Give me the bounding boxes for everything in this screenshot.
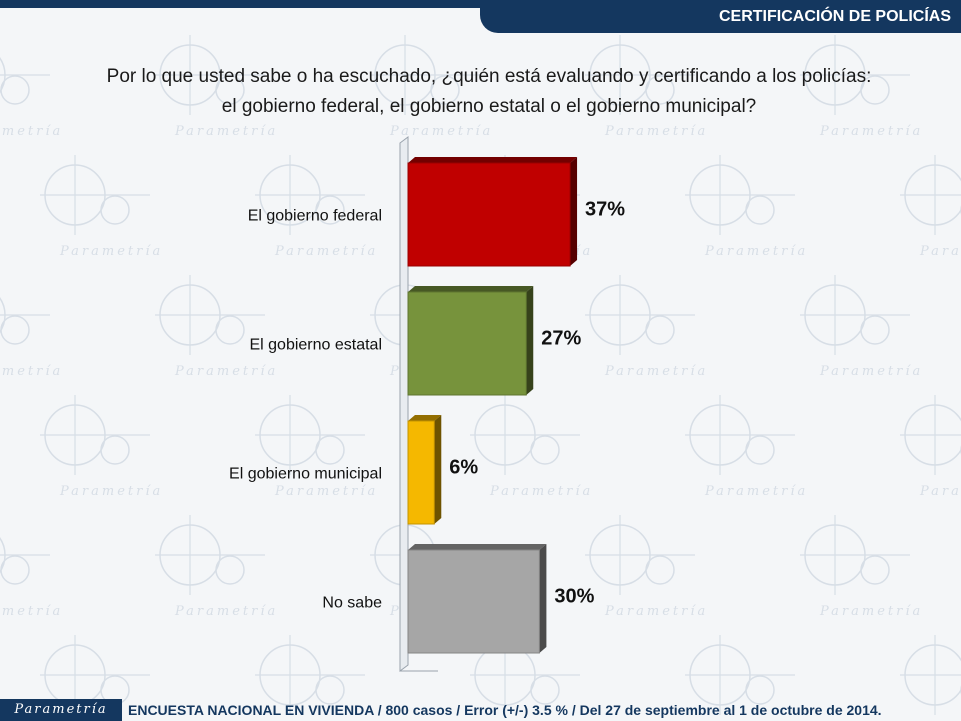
watermark-text: Parametría [704, 484, 808, 499]
watermark-text: Parametría [174, 364, 278, 379]
bar-top [408, 286, 534, 292]
bar-side [434, 415, 442, 524]
watermark-text: Parametría [0, 364, 63, 379]
value-label: 37% [585, 199, 625, 221]
bar-side [526, 286, 534, 395]
watermark-text: Parametría [819, 364, 923, 379]
question-line-1: Por lo que usted sabe o ha escuchado, ¿q… [106, 66, 872, 87]
watermark-tile: Parametría [685, 395, 808, 499]
bar-top [408, 544, 547, 550]
watermark-tile: Parametría [255, 155, 378, 259]
watermark-tile: Parametría [800, 35, 923, 139]
watermark-tile: Parametría [585, 275, 708, 379]
watermark-tile: Parametría [0, 537, 63, 619]
footer: Parametría ENCUESTA NACIONAL EN VIVIENDA… [0, 699, 961, 721]
watermark-tile: Parametría [370, 35, 493, 139]
watermark-tile: Parametría [585, 515, 708, 619]
watermark-text: Parametría [819, 604, 923, 619]
watermark-text: Parametría [819, 124, 923, 139]
watermark-text: Parametría [489, 484, 593, 499]
header-tab: CERTIFICACIÓN DE POLICÍAS [480, 0, 961, 33]
chart-axis [399, 136, 438, 672]
watermark-tile: Parametría [900, 395, 961, 499]
watermark-text: Parametría [274, 484, 378, 499]
bar-face [407, 291, 527, 396]
watermark-tile: Parametría [155, 275, 278, 379]
bar-face [407, 549, 540, 654]
value-label: 27% [541, 328, 581, 350]
watermark-text: Parametría [0, 604, 63, 619]
bar-top [408, 157, 578, 163]
watermark-text: Parametría [274, 244, 378, 259]
watermark-text: Parametría [604, 364, 708, 379]
watermark-tile: Parametría [470, 395, 593, 499]
bar [407, 415, 442, 525]
watermark-tile: Parametría [585, 35, 708, 139]
category-label: No sabe [322, 595, 382, 612]
bar-top [408, 415, 442, 421]
watermark-tile: Parametría [155, 35, 278, 139]
bar [407, 157, 578, 267]
watermark-text: Parametría [0, 124, 63, 139]
watermark-tile: Parametría [685, 635, 795, 715]
question-line-2: el gobierno federal, el gobierno estatal… [221, 96, 757, 117]
category-label: El gobierno municipal [229, 466, 382, 483]
value-label: 30% [554, 586, 594, 608]
bar-side [570, 157, 578, 266]
watermark-text: Parametría [389, 124, 493, 139]
question-text: Por lo que usted sabe o ha escuchado, ¿q… [60, 62, 918, 122]
watermark-tile: Parametría [900, 635, 961, 715]
bar [407, 286, 534, 396]
watermark-tile: Parametría [255, 635, 365, 715]
watermark-tile: Parametría [685, 155, 808, 259]
watermark-text: Parametría [919, 484, 961, 499]
watermark-text: Parametría [174, 124, 278, 139]
watermark-tile: Parametría [40, 395, 163, 499]
watermark-tile: Parametría [0, 297, 63, 379]
bar [407, 544, 547, 654]
bar-face [407, 162, 571, 267]
watermark-tile: Parametría [900, 155, 961, 259]
watermark-text: Parametría [59, 244, 163, 259]
watermark-tile: Parametría [800, 515, 923, 619]
page-title: CERTIFICACIÓN DE POLICÍAS [718, 7, 951, 25]
watermark-tile: Parametría [255, 395, 378, 499]
category-label: El gobierno estatal [249, 337, 382, 354]
value-label: 6% [449, 457, 478, 479]
parametria-logo: Parametría [0, 699, 122, 721]
watermark-text: Parametría [174, 604, 278, 619]
bar-face [407, 420, 435, 525]
watermark-tile: Parametría [800, 275, 923, 379]
watermark-text: Parametría [59, 484, 163, 499]
watermark-tile: Parametría [155, 515, 278, 619]
watermark-text: Parametría [704, 244, 808, 259]
category-label: El gobierno federal [248, 208, 382, 225]
watermark-tile: Parametría [40, 155, 163, 259]
survey-note: ENCUESTA NACIONAL EN VIVIENDA / 800 caso… [128, 702, 882, 718]
bar-side [539, 544, 547, 653]
watermark-text: Parametría [919, 244, 961, 259]
watermark-text: Parametría [604, 604, 708, 619]
watermark-tile: Parametría [0, 57, 63, 139]
watermark-text: Parametría [604, 124, 708, 139]
